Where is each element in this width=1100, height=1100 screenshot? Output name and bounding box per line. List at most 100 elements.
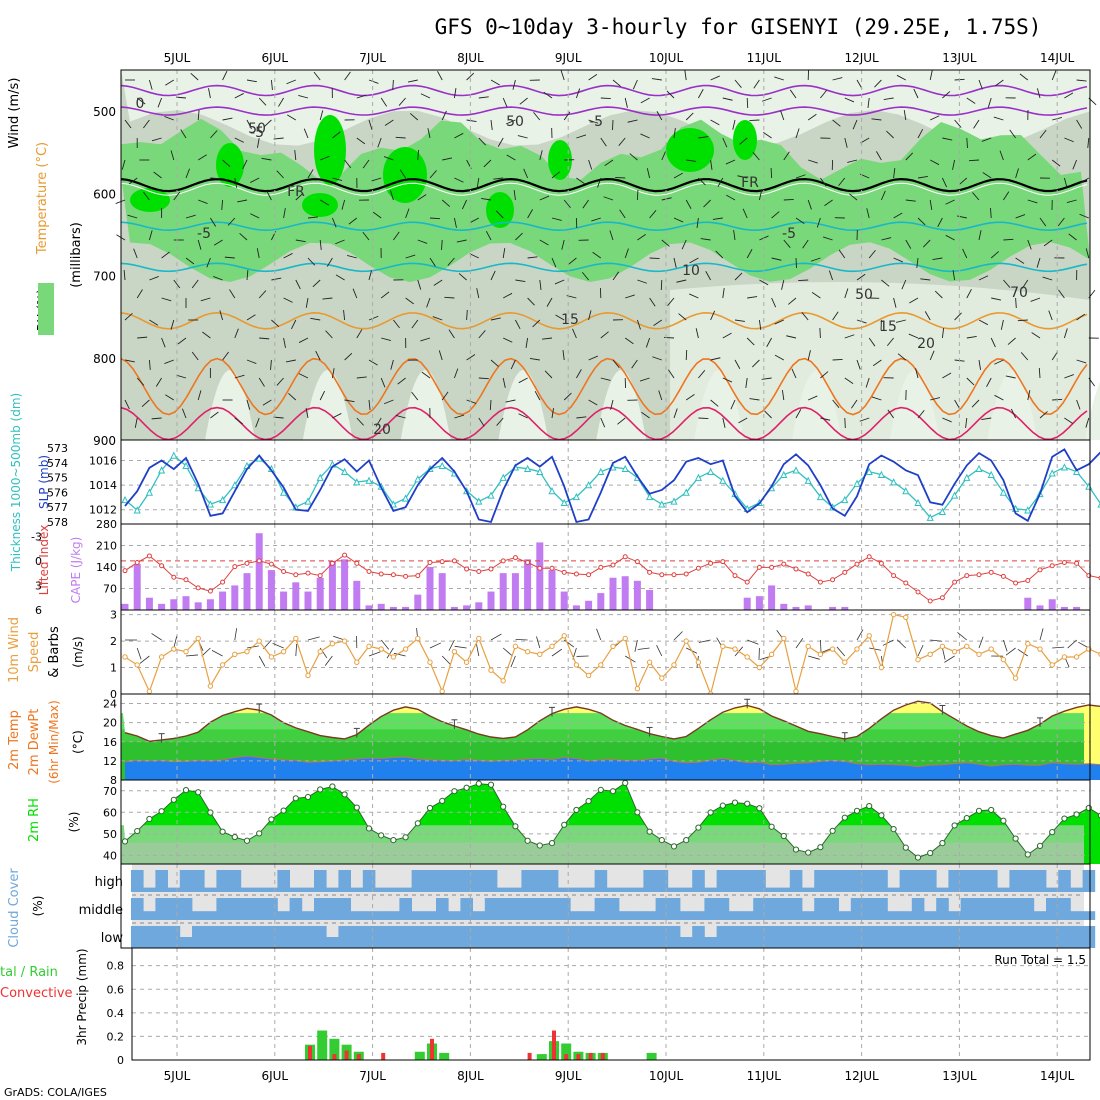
wind-barb xyxy=(148,359,151,371)
wind-barb xyxy=(375,417,382,427)
wind-barb xyxy=(185,214,196,219)
wind-barb xyxy=(143,191,150,201)
wind-barb xyxy=(1064,137,1074,143)
wind-barb xyxy=(766,337,772,347)
rh2m-marker xyxy=(365,825,373,832)
wind-barb xyxy=(332,177,343,182)
wind-barb xyxy=(929,199,933,210)
wind-barb xyxy=(588,355,598,361)
wind-barb xyxy=(844,377,854,384)
wind-barb xyxy=(543,91,553,99)
wind-barb xyxy=(780,110,785,121)
wind-barb xyxy=(1036,257,1041,268)
wind-barb xyxy=(941,328,945,339)
wind-barb xyxy=(717,177,724,187)
wind-barb xyxy=(1027,199,1038,204)
wind-barb xyxy=(1064,374,1074,379)
wind-barb xyxy=(652,356,662,361)
cloud-cell xyxy=(301,911,315,920)
lifted-index-marker xyxy=(171,574,177,580)
wind-barb xyxy=(1005,375,1016,379)
wind-barb xyxy=(295,192,304,201)
rh2m-marker xyxy=(731,799,739,806)
wind-barb xyxy=(916,257,919,268)
wind-barb xyxy=(673,217,684,223)
wind-barb xyxy=(774,319,784,325)
wind-barb xyxy=(127,214,138,219)
wind-barb xyxy=(344,399,355,403)
wind-barb xyxy=(808,655,820,660)
lifted-index-marker xyxy=(378,571,384,577)
wind-speed-marker xyxy=(463,659,470,665)
rh2m-marker xyxy=(121,838,129,845)
wind-barb xyxy=(383,399,394,405)
wind-barb xyxy=(893,297,897,308)
wind-barb xyxy=(703,199,711,208)
isotherm-10 xyxy=(120,262,1088,273)
wind-barb xyxy=(661,150,667,161)
cloud-cell xyxy=(899,926,913,948)
cape-bar xyxy=(597,593,605,610)
cloud-row-label: middle xyxy=(79,903,123,918)
wind-barb xyxy=(866,208,870,219)
wind-barb xyxy=(881,279,890,287)
wind-barb xyxy=(519,97,528,105)
wind-speed-marker xyxy=(561,633,567,639)
rh2m-marker xyxy=(317,786,324,793)
cloud-cell xyxy=(1082,926,1096,948)
cloud-cell xyxy=(631,911,644,920)
thickness-marker xyxy=(694,473,703,481)
wind-barb xyxy=(1015,214,1026,219)
wind-barb xyxy=(730,399,736,410)
cloud-cell xyxy=(545,898,559,920)
wind-barb xyxy=(478,377,489,380)
cloud-cell xyxy=(301,887,315,892)
wind-barb xyxy=(390,190,394,201)
wind-barb xyxy=(356,417,364,426)
wind-speed-marker xyxy=(598,662,604,668)
y-tick-label: 40 xyxy=(103,849,117,862)
cloud-cell xyxy=(277,870,290,892)
cloud-cell xyxy=(643,911,656,920)
wind-barb xyxy=(151,633,162,641)
cloud-cell xyxy=(216,870,229,892)
wind-barb xyxy=(185,168,191,179)
cloud-cell xyxy=(814,926,827,948)
wind-barb xyxy=(982,172,992,179)
lifted-index-marker xyxy=(708,560,714,566)
wind-barb xyxy=(738,417,748,424)
wind-barb xyxy=(962,248,968,259)
convective-bar xyxy=(332,1054,337,1060)
cloud-cell xyxy=(277,926,290,948)
wind-barb xyxy=(965,417,968,428)
wind-barb xyxy=(588,159,593,170)
wind-barb xyxy=(807,113,817,121)
cloud-cell xyxy=(228,870,242,892)
cloud-cell xyxy=(558,926,571,948)
wind-barb xyxy=(698,417,709,419)
cloud-cell xyxy=(448,870,461,892)
wind-barb xyxy=(344,159,352,169)
cloud-cell xyxy=(631,887,644,892)
wind-barb xyxy=(795,217,805,224)
wind-barb xyxy=(844,288,849,299)
rh-high-patch xyxy=(216,143,244,187)
cloud-cell xyxy=(533,870,547,892)
wind-barb xyxy=(973,119,980,129)
wind-barb xyxy=(852,119,858,130)
rh2m-marker xyxy=(219,828,226,835)
wind-barb xyxy=(600,377,611,381)
cloud-cell xyxy=(655,926,669,948)
wind-barb xyxy=(397,377,406,385)
lifted-index-marker xyxy=(281,569,287,575)
wind-barb xyxy=(824,199,833,207)
cape-bar xyxy=(560,591,568,610)
x-tick-label-bottom: 11JUL xyxy=(747,1069,782,1083)
cloud-cell xyxy=(362,870,376,892)
cloud-cell xyxy=(326,937,339,948)
wind-barb xyxy=(791,368,797,379)
cloud-cell xyxy=(692,911,705,920)
thickness-marker xyxy=(316,473,324,481)
wind-barb xyxy=(326,257,333,267)
lifted-index-marker xyxy=(195,585,201,591)
